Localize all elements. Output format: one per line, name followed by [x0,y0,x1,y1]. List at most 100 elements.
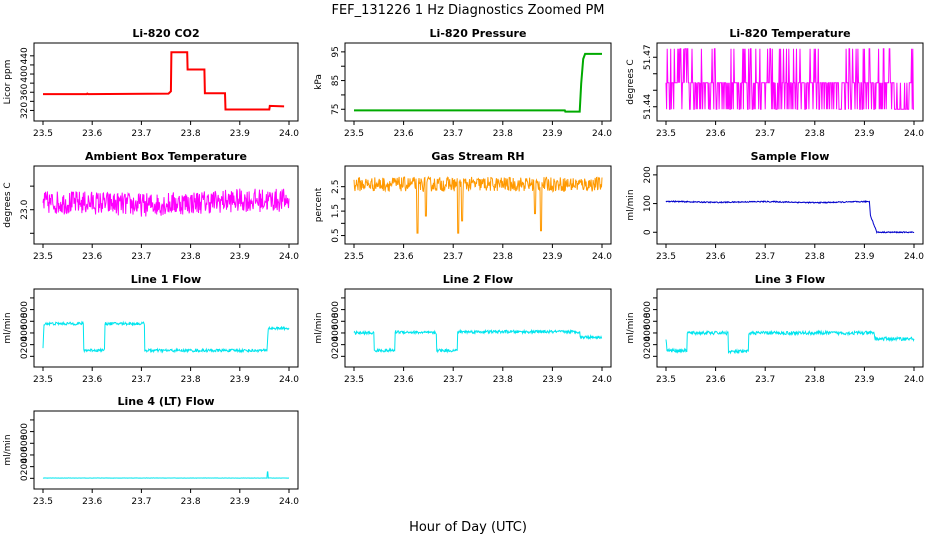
x-tick-label: 23.7 [131,129,151,139]
x-tick-label: 24.0 [904,252,924,262]
x-tick-label: 23.5 [656,375,676,385]
x-tick-label: 23.6 [82,129,102,139]
x-tick-label: 23.8 [181,375,201,385]
x-tick-label: 23.8 [181,497,201,507]
y-tick-label: 0 [643,229,653,235]
y-axis-label: degrees C [626,59,636,104]
series-line [665,329,915,355]
plot-frame [33,165,299,245]
x-tick-label: 23.7 [443,375,463,385]
x-tick-label: 23.6 [82,497,102,507]
x-tick-label: 23.8 [493,129,513,139]
y-axis-label: Licor ppm [3,60,13,105]
figure-title: FEF_131226 1 Hz Diagnostics Zoomed PM [331,3,604,18]
y-axis-label: percent [314,187,324,222]
x-tick-label: 23.9 [542,252,562,262]
x-tick-label: 23.7 [443,129,463,139]
y-tick-label: 51.47 [643,44,653,70]
y-tick-label: 95 [331,46,341,57]
x-tick-label: 24.0 [904,375,924,385]
series-line [354,52,602,113]
x-tick-label: 23.7 [755,252,775,262]
x-tick-label: 23.5 [344,252,364,262]
plot-frame [656,165,924,245]
y-tick-label: 600 [20,434,30,451]
x-tick-label: 23.9 [230,375,250,385]
y-tick-label: 400 [643,324,653,341]
chart-panel-5: Gas Stream RH percent 23.5 23.6 23.7 23.8 23.9… [314,150,612,262]
y-axis-label: kPa [314,74,324,90]
y-tick-label: 1.5 [331,204,341,218]
x-tick-label: 23.6 [394,252,414,262]
x-tick-label: 23.8 [805,252,825,262]
panel-title: Line 3 Flow [755,273,825,286]
series-line [665,48,914,110]
x-tick-label: 23.6 [82,252,102,262]
x-tick-label: 23.6 [706,375,726,385]
x-tick-label: 23.9 [854,375,874,385]
plot-frame [33,410,299,490]
x-tick-label: 23.8 [493,375,513,385]
plot-frame [344,42,612,122]
y-tick-label: 600 [643,312,653,329]
x-tick-label: 23.9 [230,497,250,507]
chart-panel-10: Line 4 (LT) Flow ml/min 23.5 23.6 23.7 23.8 23… [3,395,299,507]
x-tick-label: 23.7 [131,497,151,507]
y-tick-label: 200 [331,336,341,353]
x-tick-label: 24.0 [592,375,612,385]
chart-panel-4: Ambient Box Temperature degrees C 23.5 23.6… [3,150,299,262]
x-tick-label: 23.9 [542,375,562,385]
chart-panel-2: Li-820 Pressure kPa 23.5 23.6 23.7 23.8 23.9 24… [314,27,612,139]
x-tick-label: 23.7 [131,375,151,385]
y-tick-label: 400 [20,65,30,82]
panel-title: Line 4 (LT) Flow [118,395,215,408]
plot-frame [33,42,299,122]
y-tick-label: 400 [331,324,341,341]
x-tick-label: 23.7 [755,375,775,385]
series-line [42,320,290,354]
panel-title: Line 1 Flow [131,273,201,286]
y-axis-label: ml/min [314,312,324,343]
x-tick-label: 23.9 [542,129,562,139]
x-tick-label: 24.0 [592,252,612,262]
x-tick-label: 24.0 [904,129,924,139]
x-tick-label: 23.5 [33,252,53,262]
x-tick-label: 24.0 [279,129,299,139]
chart-panel-6: Sample Flow ml/min 23.5 23.6 23.7 23.8 23.9 24.… [626,150,924,262]
series-line [353,175,603,234]
y-tick-label: 320 [20,102,30,119]
series-line [665,200,915,234]
y-axis-label: ml/min [3,312,13,343]
y-tick-label: 0 [643,353,653,359]
y-tick-label: 0 [331,353,341,359]
x-tick-label: 24.0 [279,252,299,262]
panel-title: Ambient Box Temperature [85,150,247,163]
y-tick-label: 200 [20,458,30,475]
x-tick-label: 24.0 [279,497,299,507]
y-tick-label: 75 [331,104,341,115]
chart-panel-3: Li-820 Temperature degrees C 23.5 23.6 23.7 2… [626,27,924,139]
y-tick-label: 800 [643,301,653,318]
y-tick-label: 0.5 [331,228,341,242]
plot-frame [656,288,924,368]
series-line [43,51,285,111]
y-tick-label: 360 [20,83,30,100]
x-tick-label: 23.8 [805,129,825,139]
x-tick-label: 24.0 [592,129,612,139]
x-tick-label: 24.0 [279,375,299,385]
x-tick-label: 23.8 [805,375,825,385]
y-tick-label: 400 [20,324,30,341]
y-axis-label: ml/min [3,434,13,465]
x-tick-label: 23.5 [344,129,364,139]
y-tick-label: 200 [643,336,653,353]
y-tick-label: 200 [643,166,653,183]
x-tick-label: 23.8 [493,252,513,262]
y-tick-label: 0 [20,353,30,359]
x-tick-label: 23.6 [706,252,726,262]
y-tick-label: 2.5 [331,180,341,194]
panel-title: Line 2 Flow [443,273,513,286]
x-tick-label: 23.5 [656,129,676,139]
y-axis-label: ml/min [626,312,636,343]
